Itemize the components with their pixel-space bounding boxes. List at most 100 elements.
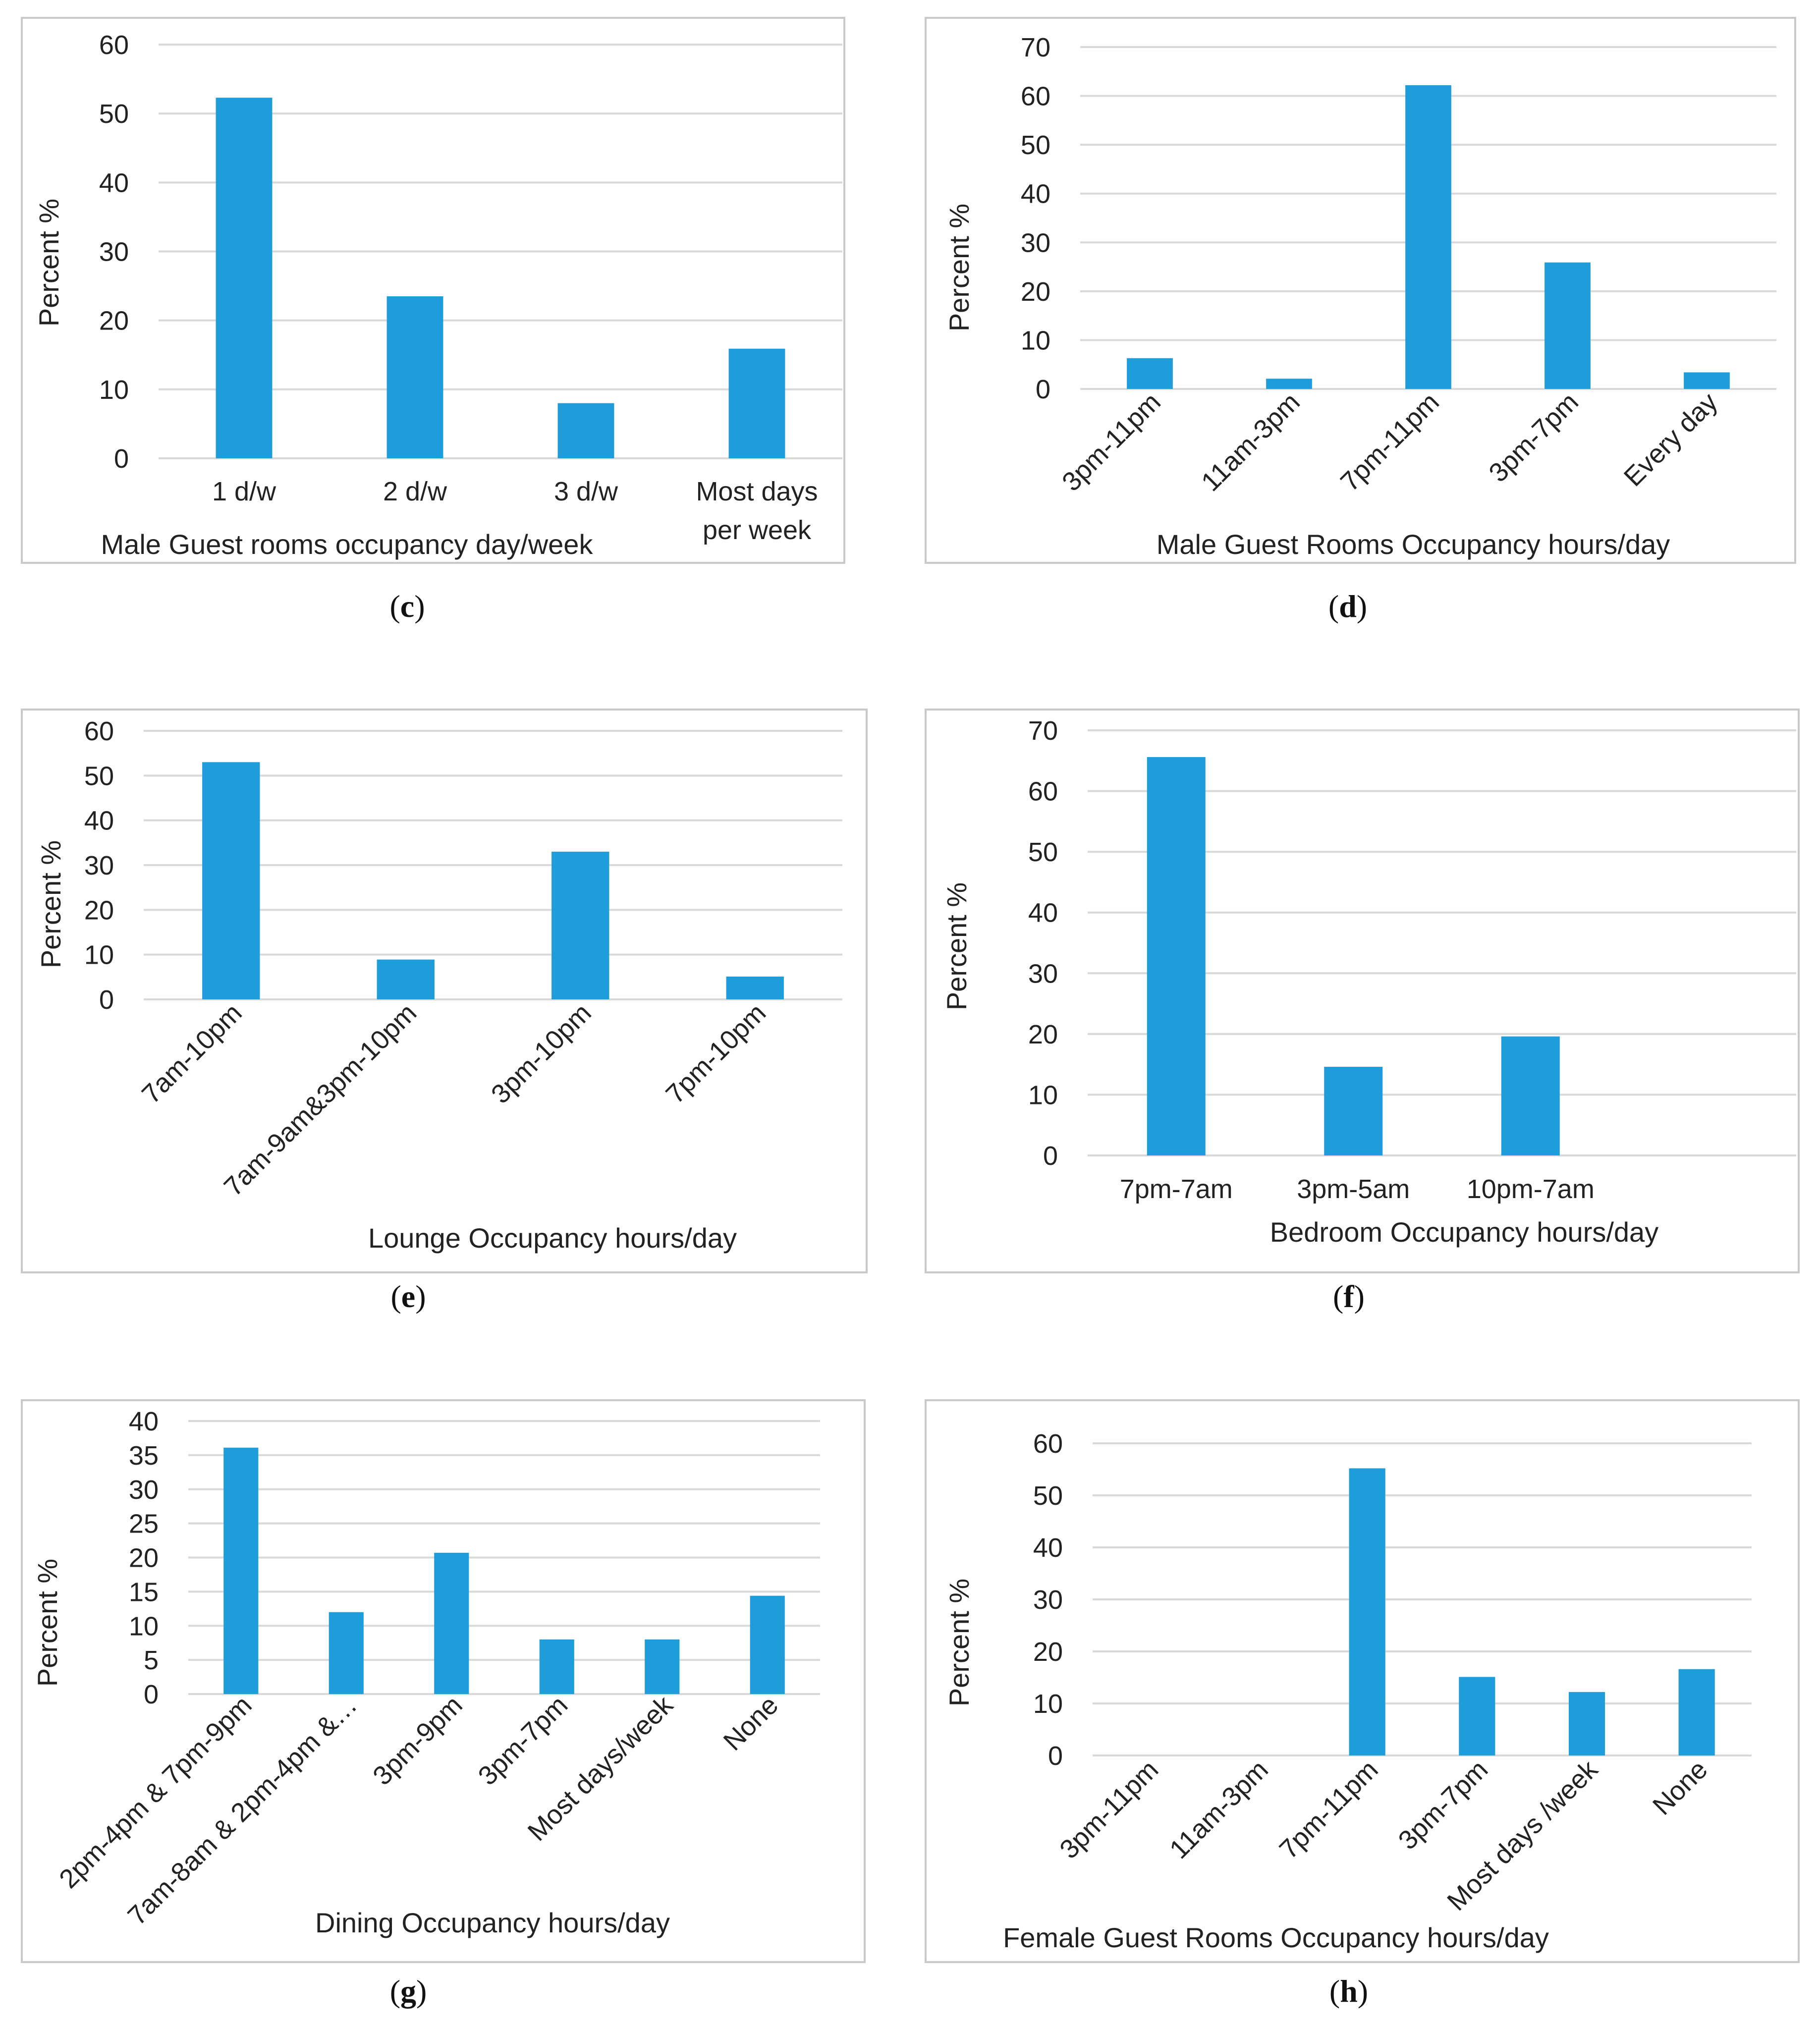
- y-tick-label: 30: [129, 1475, 159, 1505]
- bar: [1459, 1677, 1495, 1755]
- y-tick-label: 60: [1021, 82, 1050, 111]
- y-tick-label: 20: [84, 895, 114, 925]
- x-axis-title: Bedroom Occupancy hours/day: [1270, 1216, 1658, 1248]
- y-tick-label: 70: [1021, 33, 1050, 62]
- y-tick-label: 40: [99, 168, 129, 198]
- y-tick-label: 70: [1028, 716, 1058, 746]
- y-tick-label: 0: [114, 444, 129, 474]
- y-tick-label: 60: [84, 716, 114, 746]
- y-tick-label: 35: [129, 1441, 159, 1471]
- y-tick-label: 10: [84, 940, 114, 970]
- y-tick-label: 60: [1028, 777, 1058, 807]
- bar: [539, 1639, 574, 1694]
- bar: [1684, 372, 1730, 389]
- y-tick-label: 60: [99, 30, 129, 60]
- panel-caption: (c): [389, 589, 425, 624]
- chart-panel-f: 0 10 20 30 40 50 60 70 7pm-7am 3pm-5am 10pm-7am Bed…: [925, 709, 1800, 1314]
- y-tick-label: 30: [1033, 1585, 1063, 1615]
- bar: [1127, 358, 1173, 389]
- y-tick-label: 0: [1036, 375, 1050, 404]
- bar: [1324, 1067, 1383, 1155]
- y-tick-label: 50: [1028, 837, 1058, 867]
- bar: [1501, 1036, 1560, 1155]
- panel-caption: (e): [390, 1279, 426, 1314]
- y-tick-label: 50: [84, 761, 114, 791]
- y-tick-label: 60: [1033, 1429, 1063, 1459]
- y-tick-label: 20: [99, 306, 129, 336]
- y-tick-label: 10: [1033, 1689, 1063, 1719]
- y-axis-title: Percent %: [943, 1579, 975, 1706]
- y-tick-label: 30: [99, 237, 129, 267]
- y-tick-label: 40: [1028, 898, 1058, 928]
- y-tick-label: 0: [1048, 1741, 1063, 1771]
- bar: [726, 976, 784, 999]
- bar: [645, 1639, 680, 1694]
- y-tick-label: 20: [1028, 1020, 1058, 1049]
- y-tick-label: 0: [99, 985, 114, 1015]
- x-axis-title: Female Guest Rooms Occupancy hours/day: [1003, 1922, 1549, 1953]
- x-tick-label: 1 d/w: [212, 477, 276, 506]
- y-tick-label: 40: [84, 806, 114, 836]
- x-axis-title: Dining Occupancy hours/day: [315, 1907, 670, 1938]
- y-tick-label: 10: [1021, 326, 1050, 355]
- y-axis-title: Percent %: [33, 199, 64, 327]
- bar: [1544, 262, 1591, 389]
- bar: [216, 98, 273, 459]
- y-tick-label: 30: [1021, 228, 1050, 258]
- bar: [1568, 1692, 1605, 1755]
- y-tick-label: 20: [1033, 1637, 1063, 1667]
- y-tick-label: 40: [1021, 179, 1050, 209]
- bar: [386, 296, 443, 458]
- x-tick-label: 10pm-7am: [1467, 1174, 1595, 1204]
- chart-panel-c: 0 10 20 30 40 50 60 1 d/w 2 d/w 3 d/w Most days per…: [21, 17, 845, 624]
- y-axis-title: Percent %: [943, 204, 975, 331]
- y-tick-label: 30: [1028, 959, 1058, 988]
- x-tick-label: 2 d/w: [383, 477, 447, 506]
- bar: [552, 851, 609, 999]
- y-tick-label: 50: [99, 99, 129, 129]
- x-tick-label: 7pm-7am: [1120, 1174, 1233, 1204]
- panel-caption: (h): [1329, 1973, 1368, 2009]
- bar: [223, 1447, 259, 1694]
- x-axis-title: Lounge Occupancy hours/day: [368, 1222, 737, 1254]
- y-axis-title: Percent %: [941, 882, 972, 1010]
- y-tick-label: 10: [129, 1611, 159, 1641]
- y-tick-label: 20: [1021, 277, 1050, 307]
- y-tick-label: 0: [144, 1680, 159, 1709]
- panel-frame: [21, 709, 868, 1273]
- x-tick-label: 3 d/w: [554, 477, 618, 506]
- y-axis-title: Percent %: [35, 840, 66, 968]
- bar: [1266, 379, 1312, 389]
- y-tick-label: 30: [84, 851, 114, 880]
- y-tick-label: 50: [1021, 130, 1050, 160]
- y-tick-label: 5: [144, 1645, 159, 1675]
- bar: [557, 403, 614, 458]
- bar: [1349, 1468, 1385, 1755]
- y-tick-label: 0: [1043, 1141, 1058, 1171]
- y-tick-label: 20: [129, 1543, 159, 1573]
- x-tick-label: 3pm-5am: [1297, 1174, 1410, 1204]
- y-tick-label: 40: [1033, 1533, 1063, 1563]
- x-tick-label: Most days per week: [696, 477, 818, 545]
- panel-caption: (d): [1328, 589, 1367, 624]
- bar: [1678, 1669, 1715, 1755]
- y-tick-label: 25: [129, 1509, 159, 1539]
- bar: [728, 348, 785, 458]
- bar: [1405, 85, 1451, 389]
- y-tick-label: 50: [1033, 1481, 1063, 1511]
- y-tick-label: 40: [129, 1407, 159, 1436]
- bar: [377, 959, 435, 999]
- bar: [329, 1612, 364, 1694]
- panel-caption: (g): [390, 1973, 427, 2009]
- panel-frame: [21, 17, 845, 564]
- x-axis-title: Male Guest rooms occupancy day/week: [101, 529, 594, 560]
- panel-caption: (f): [1333, 1279, 1365, 1314]
- y-tick-label: 10: [1028, 1080, 1058, 1110]
- bar: [202, 762, 260, 999]
- y-tick-label: 15: [129, 1577, 159, 1607]
